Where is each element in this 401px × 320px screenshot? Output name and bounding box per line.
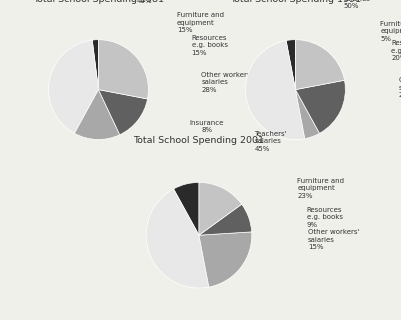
Wedge shape: [198, 204, 251, 235]
Text: Resources
e.g. books
9%: Resources e.g. books 9%: [306, 207, 342, 228]
Text: Resources
e.g. books
15%: Resources e.g. books 15%: [191, 35, 227, 56]
Title: Total School Spending 1991: Total School Spending 1991: [229, 0, 360, 4]
Wedge shape: [49, 40, 98, 133]
Wedge shape: [245, 41, 304, 140]
Text: Teachers'
salaries
45%: Teachers' salaries 45%: [254, 131, 286, 152]
Wedge shape: [295, 90, 319, 139]
Wedge shape: [98, 40, 148, 99]
Wedge shape: [173, 182, 198, 235]
Wedge shape: [198, 182, 241, 235]
Title: Total School Spending 2001: Total School Spending 2001: [133, 136, 264, 145]
Text: Furniture and
equipment
5%: Furniture and equipment 5%: [380, 21, 401, 42]
Text: Insurance
8%: Insurance 8%: [189, 120, 223, 133]
Wedge shape: [286, 40, 295, 90]
Text: Resources
e.g. books
20%: Resources e.g. books 20%: [390, 40, 401, 61]
Text: Teachers'
salaries
40%: Teachers' salaries 40%: [137, 0, 169, 4]
Wedge shape: [146, 189, 209, 288]
Wedge shape: [295, 40, 344, 90]
Text: Teachers'
salaries
50%: Teachers' salaries 50%: [343, 0, 375, 9]
Wedge shape: [92, 40, 98, 90]
Wedge shape: [98, 90, 147, 135]
Text: Other workers'
salaries
22%: Other workers' salaries 22%: [398, 77, 401, 98]
Text: Furniture and
equipment
23%: Furniture and equipment 23%: [297, 178, 344, 199]
Text: Other workers'
salaries
28%: Other workers' salaries 28%: [201, 72, 252, 93]
Text: Other workers'
salaries
15%: Other workers' salaries 15%: [307, 229, 358, 251]
Wedge shape: [74, 90, 119, 140]
Text: Furniture and
equipment
15%: Furniture and equipment 15%: [176, 12, 223, 33]
Wedge shape: [295, 80, 344, 133]
Wedge shape: [198, 232, 251, 287]
Title: Total School Spending 1981: Total School Spending 1981: [33, 0, 164, 4]
